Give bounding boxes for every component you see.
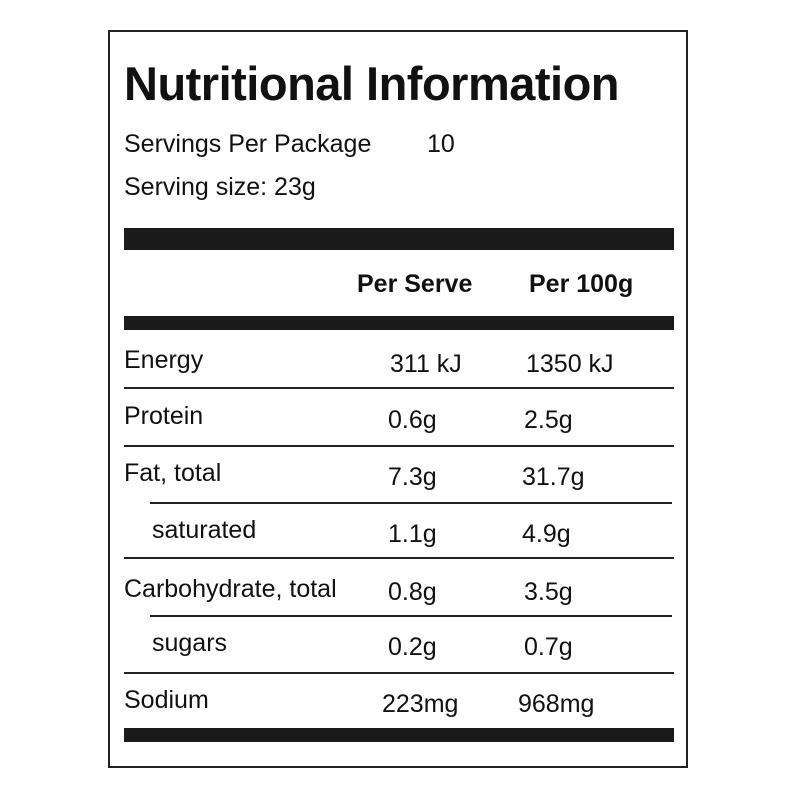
title: Nutritional Information [124, 57, 620, 110]
row-rule [124, 387, 674, 389]
cell: 223mg [382, 690, 459, 718]
cell: 311 kJ [390, 350, 462, 378]
cell: 0.6g [388, 406, 437, 434]
row-rule [124, 557, 674, 559]
servings-label: Servings Per Package [124, 130, 372, 158]
cell: 968mg [518, 690, 595, 718]
serving-size: Serving size: 23g [124, 173, 316, 201]
cell: 0.8g [388, 578, 437, 606]
row-label: Fat, total [124, 459, 222, 487]
cell: 4.9g [522, 520, 571, 548]
cell: 1.1g [388, 520, 437, 548]
cell: 0.7g [524, 633, 573, 661]
label-border [108, 30, 688, 768]
servings-value: 10 [427, 130, 455, 158]
cell: 1350 kJ [526, 350, 614, 378]
cell: 31.7g [522, 463, 585, 491]
row-rule [124, 445, 674, 447]
row-label: Energy [124, 346, 204, 374]
cell: 2.5g [524, 406, 573, 434]
row-label: Protein [124, 402, 204, 430]
thick-bar [124, 228, 674, 250]
cell: 3.5g [524, 578, 573, 606]
cell: 0.2g [388, 633, 437, 661]
thick-bar [124, 316, 674, 330]
row-label: Sodium [124, 686, 209, 714]
cell: 7.3g [388, 463, 437, 491]
row-rule [150, 615, 672, 617]
row-label: sugars [152, 629, 228, 657]
thick-bar [124, 728, 674, 742]
row-rule [150, 502, 672, 504]
column-header: Per Serve [357, 270, 473, 298]
row-label: saturated [152, 516, 257, 544]
row-label: Carbohydrate, total [124, 575, 337, 603]
column-header: Per 100g [529, 270, 634, 298]
row-rule [124, 672, 674, 674]
